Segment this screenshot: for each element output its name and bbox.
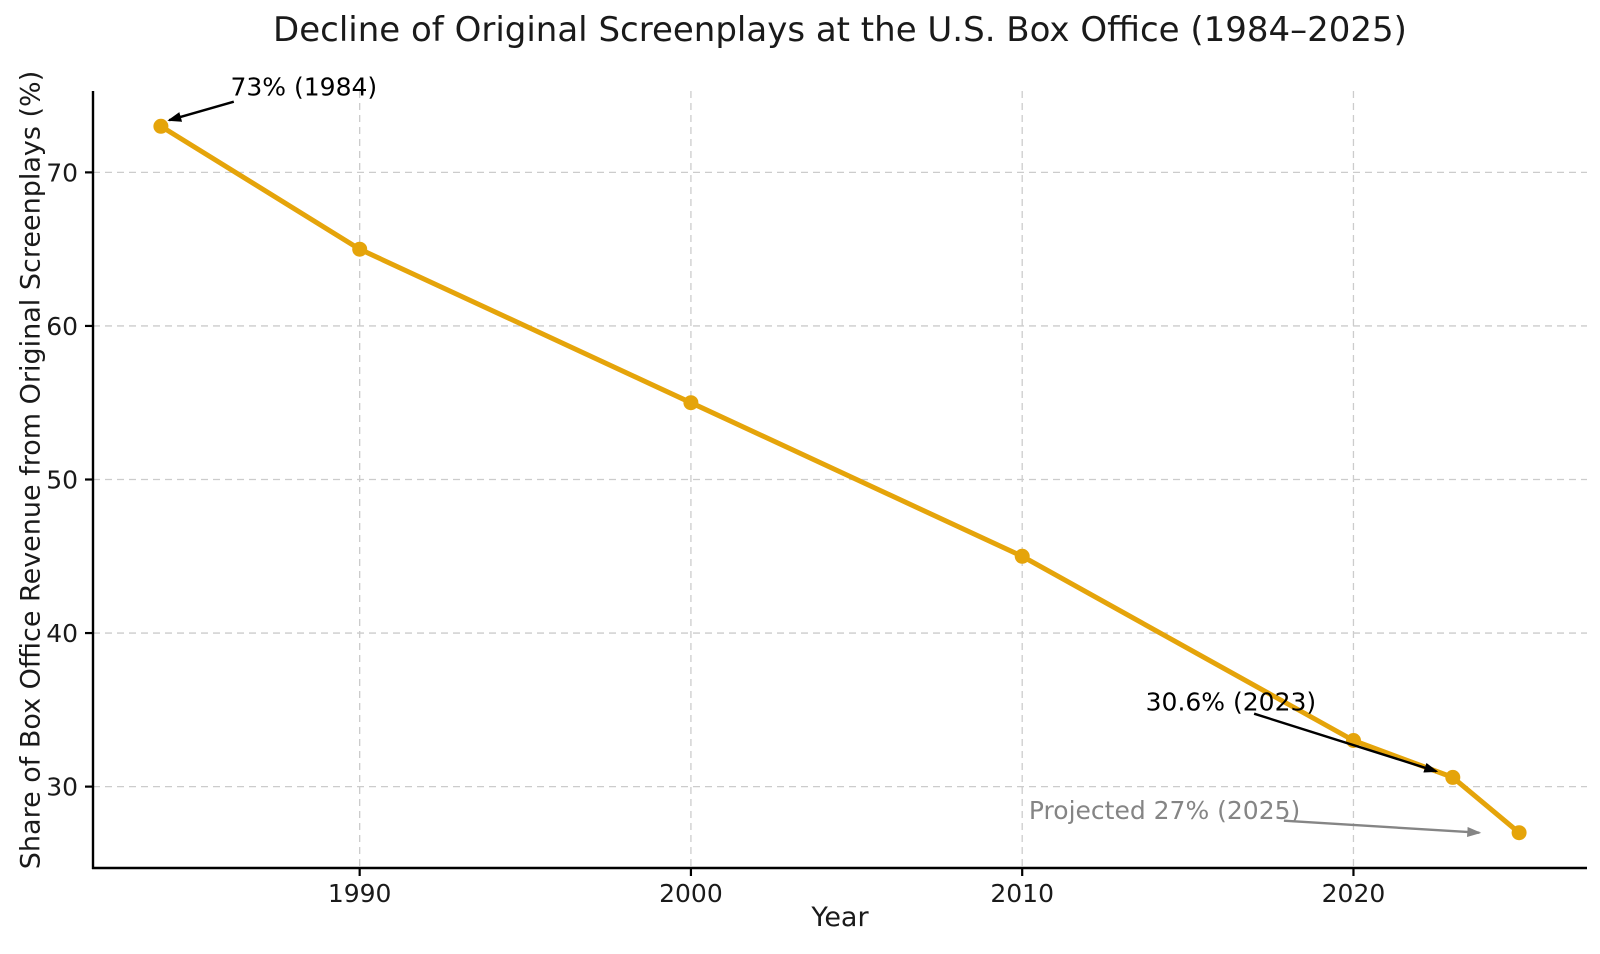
x-tick-label-2020: 2020	[1322, 879, 1386, 908]
x-tick-label-2000: 2000	[659, 879, 723, 908]
annotation-text-0: 73% (1984)	[231, 73, 378, 102]
x-tick-label-1990: 1990	[328, 879, 392, 908]
data-point-1984	[153, 118, 169, 134]
y-tick-label-30: 30	[46, 773, 78, 802]
data-point-2010	[1014, 548, 1030, 564]
annotation-text-2: Projected 27% (2025)	[1029, 796, 1300, 825]
x-axis-label: Year	[811, 902, 869, 933]
y-tick-label-60: 60	[46, 312, 78, 341]
chart-title: Decline of Original Screenplays at the U…	[273, 10, 1407, 50]
x-tick-label-2010: 2010	[990, 879, 1054, 908]
data-point-1990	[352, 241, 368, 257]
annotation-arrow-0	[167, 100, 235, 122]
y-tick-label-70: 70	[46, 158, 78, 187]
annotation-arrow-2	[1283, 819, 1482, 837]
y-tick-label-50: 50	[46, 466, 78, 495]
annotation-text-1: 30.6% (2023)	[1146, 688, 1317, 717]
data-point-2000	[683, 395, 699, 411]
data-point-2023	[1445, 769, 1461, 785]
annotation-arrow-1	[1253, 712, 1439, 773]
data-point-2025	[1511, 825, 1527, 841]
y-tick-label-40: 40	[46, 619, 78, 648]
